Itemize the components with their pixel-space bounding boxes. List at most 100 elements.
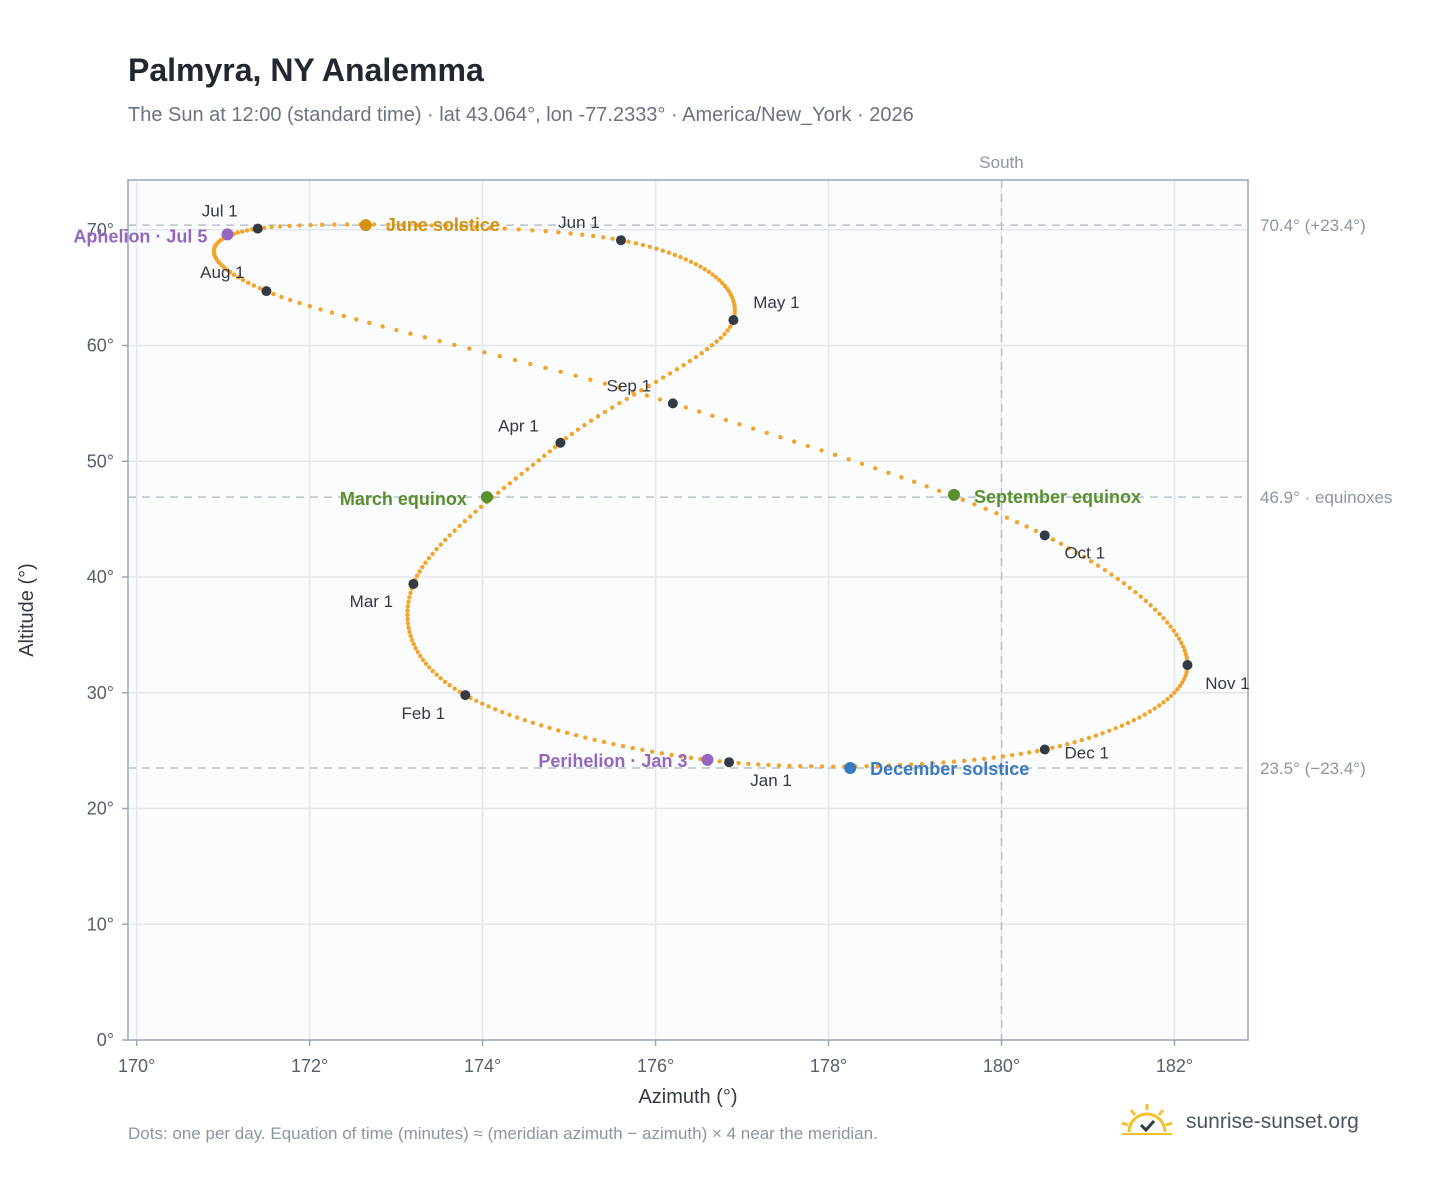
daily-dot <box>725 328 730 333</box>
daily-dot <box>394 327 399 333</box>
daily-dot <box>496 490 501 495</box>
daily-dot <box>911 479 917 484</box>
daily-dot <box>444 223 449 229</box>
daily-dot <box>1102 567 1108 573</box>
daily-dot <box>235 230 240 235</box>
daily-dot <box>430 551 435 556</box>
daily-dot <box>924 484 929 489</box>
daily-dot <box>590 233 596 239</box>
daily-dot <box>886 470 891 475</box>
daily-dot <box>547 725 552 731</box>
daily-dot <box>640 242 646 248</box>
daily-dot <box>679 754 684 759</box>
month-marker-dot <box>261 286 272 297</box>
event-marker-dot <box>947 488 960 501</box>
daily-dot <box>791 439 797 444</box>
daily-dot <box>442 679 448 684</box>
brand[interactable]: sunrise-sunset.org <box>1120 1102 1359 1142</box>
daily-dot <box>438 676 443 681</box>
x-tick-label: 174° <box>464 1056 501 1076</box>
daily-dot <box>407 629 412 635</box>
daily-dot <box>1183 652 1189 657</box>
daily-dot <box>683 405 689 410</box>
daily-dot <box>1050 745 1055 751</box>
daily-dot <box>516 227 521 232</box>
event-marker-dot <box>221 228 234 241</box>
daily-dot <box>405 616 410 622</box>
daily-dot <box>1174 632 1179 637</box>
daily-dot <box>1095 563 1101 568</box>
daily-dot <box>660 248 666 253</box>
daily-dot <box>573 733 579 738</box>
sun-logo-icon <box>1120 1102 1174 1143</box>
daily-dot <box>727 324 733 330</box>
daily-dot <box>414 222 420 228</box>
daily-dot <box>706 269 711 275</box>
x-axis-title: Azimuth (°) <box>638 1086 737 1108</box>
daily-dot <box>588 418 594 423</box>
daily-dot <box>474 698 479 704</box>
daily-dot <box>507 481 513 486</box>
daily-dot <box>666 250 672 255</box>
daily-dot <box>699 350 704 356</box>
daily-dot <box>1121 581 1127 586</box>
daily-dot <box>660 375 666 380</box>
event-label: December solstice <box>870 759 1029 779</box>
month-marker-dot <box>667 398 678 409</box>
reference-lines: South 70.4° (+23.4°) 46.9° · equinoxes 23.5… <box>128 153 1393 1040</box>
daily-dot <box>1179 640 1184 645</box>
daily-dot <box>941 760 946 765</box>
daily-dot <box>486 704 491 709</box>
daily-dot <box>500 709 505 715</box>
month-marker-label: Mar 1 <box>350 592 393 611</box>
daily-dot <box>750 426 756 431</box>
daily-dot <box>438 542 443 547</box>
daily-dot <box>1024 524 1029 529</box>
daily-dot <box>482 350 487 355</box>
daily-dot <box>653 379 659 384</box>
y-tick-label: 30° <box>87 683 114 703</box>
daily-dot <box>710 272 715 277</box>
month-marker-dot <box>1039 530 1050 541</box>
month-markers: Jan 1 Feb 1 Mar 1 Apr 1 May 1 Jun 1 Jul 1 Aug 1… <box>200 202 1250 791</box>
daily-dot <box>231 272 237 277</box>
daily-dot <box>805 443 811 449</box>
daily-dot <box>405 612 410 618</box>
daily-dot <box>631 389 636 394</box>
daily-dot <box>530 228 535 233</box>
daily-dot <box>1165 620 1170 625</box>
daily-dot <box>1100 731 1105 736</box>
month-marker-label: Aug 1 <box>200 263 244 282</box>
daily-dot <box>406 625 411 630</box>
daily-dot <box>657 397 663 402</box>
daily-dot <box>1079 737 1085 743</box>
daily-dot <box>522 717 528 723</box>
daily-dot <box>564 730 570 736</box>
daily-dot <box>525 467 530 472</box>
daily-dot <box>1168 624 1173 629</box>
daily-dot <box>951 759 957 764</box>
daily-dot <box>1119 723 1125 728</box>
daily-dot <box>408 633 413 639</box>
daily-dot <box>542 453 547 459</box>
daily-dot <box>1115 576 1121 582</box>
daily-dot <box>434 672 439 677</box>
daily-dot <box>1131 718 1137 723</box>
daily-dot <box>1175 687 1180 692</box>
daily-dot <box>462 518 468 524</box>
event-label: September equinox <box>974 487 1141 507</box>
daily-dot <box>647 244 653 250</box>
chart-subtitle: The Sun at 12:00 (standard time) · lat 4… <box>128 104 914 126</box>
daily-dot <box>972 502 977 507</box>
daily-dot <box>667 371 673 376</box>
daily-dot <box>1148 603 1153 608</box>
y-tick-label: 40° <box>87 567 114 587</box>
daily-dot <box>543 229 548 234</box>
event-marker-dot <box>844 761 857 774</box>
daily-dot <box>530 462 536 467</box>
daily-dot <box>1072 739 1077 745</box>
daily-dot <box>573 373 578 378</box>
daily-dot <box>819 448 824 453</box>
daily-dot <box>719 280 725 286</box>
south-label: South <box>979 153 1023 172</box>
